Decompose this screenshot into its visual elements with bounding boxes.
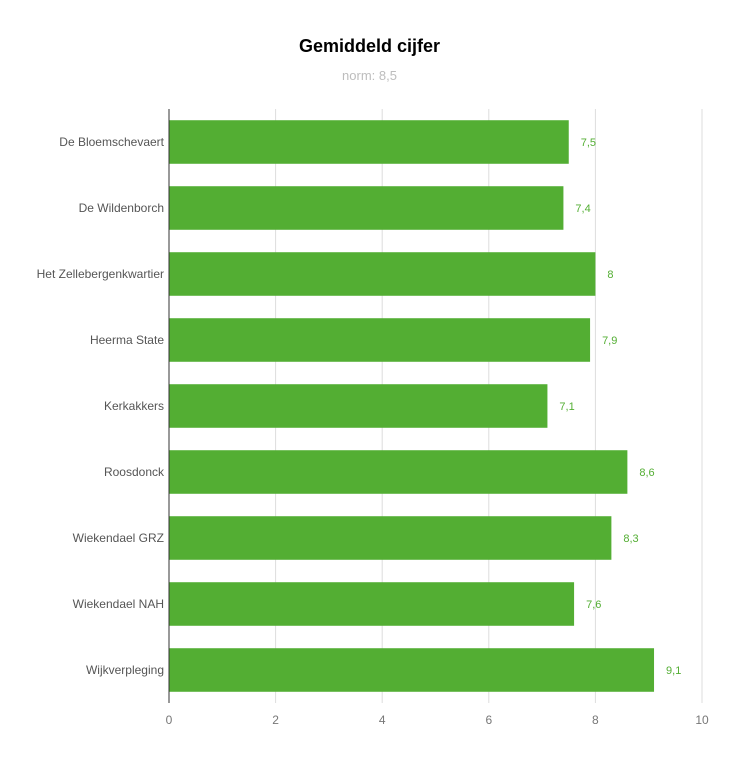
bar (169, 450, 628, 494)
x-tick-label: 8 (592, 713, 599, 727)
category-label: Wiekendael NAH (73, 597, 164, 611)
bar (169, 582, 575, 626)
data-label: 8,6 (639, 467, 654, 479)
chart-subtitle: norm: 8,5 (342, 68, 397, 83)
category-label: Heerma State (90, 333, 164, 347)
x-tick-label: 0 (166, 713, 173, 727)
bar (169, 384, 548, 428)
x-tick-label: 10 (695, 713, 709, 727)
data-label: 7,5 (581, 137, 596, 149)
data-label: 8,3 (623, 533, 638, 545)
x-tick-label: 6 (485, 713, 492, 727)
x-tick-label: 2 (272, 713, 279, 727)
bar (169, 186, 564, 230)
category-label: Kerkakkers (104, 399, 164, 413)
category-label: Wiekendael GRZ (73, 531, 164, 545)
x-tick-label: 4 (379, 713, 386, 727)
chart-title: Gemiddeld cijfer (298, 36, 441, 56)
bar (169, 516, 612, 560)
category-label: De Wildenborch (79, 201, 164, 215)
bar (169, 120, 569, 164)
category-label: Roosdonck (104, 465, 165, 479)
data-label: 9,1 (666, 665, 681, 677)
category-label: Wijkverpleging (86, 663, 164, 677)
data-label: 8 (607, 269, 613, 281)
bar (169, 648, 655, 692)
data-label: 7,1 (559, 401, 574, 413)
category-label: Het Zellebergenkwartier (37, 267, 164, 281)
bar (169, 318, 591, 362)
bar (169, 252, 596, 296)
data-label: 7,6 (586, 599, 601, 611)
data-label: 7,4 (575, 203, 590, 215)
category-label: De Bloemschevaert (59, 135, 164, 149)
data-label: 7,9 (602, 335, 617, 347)
